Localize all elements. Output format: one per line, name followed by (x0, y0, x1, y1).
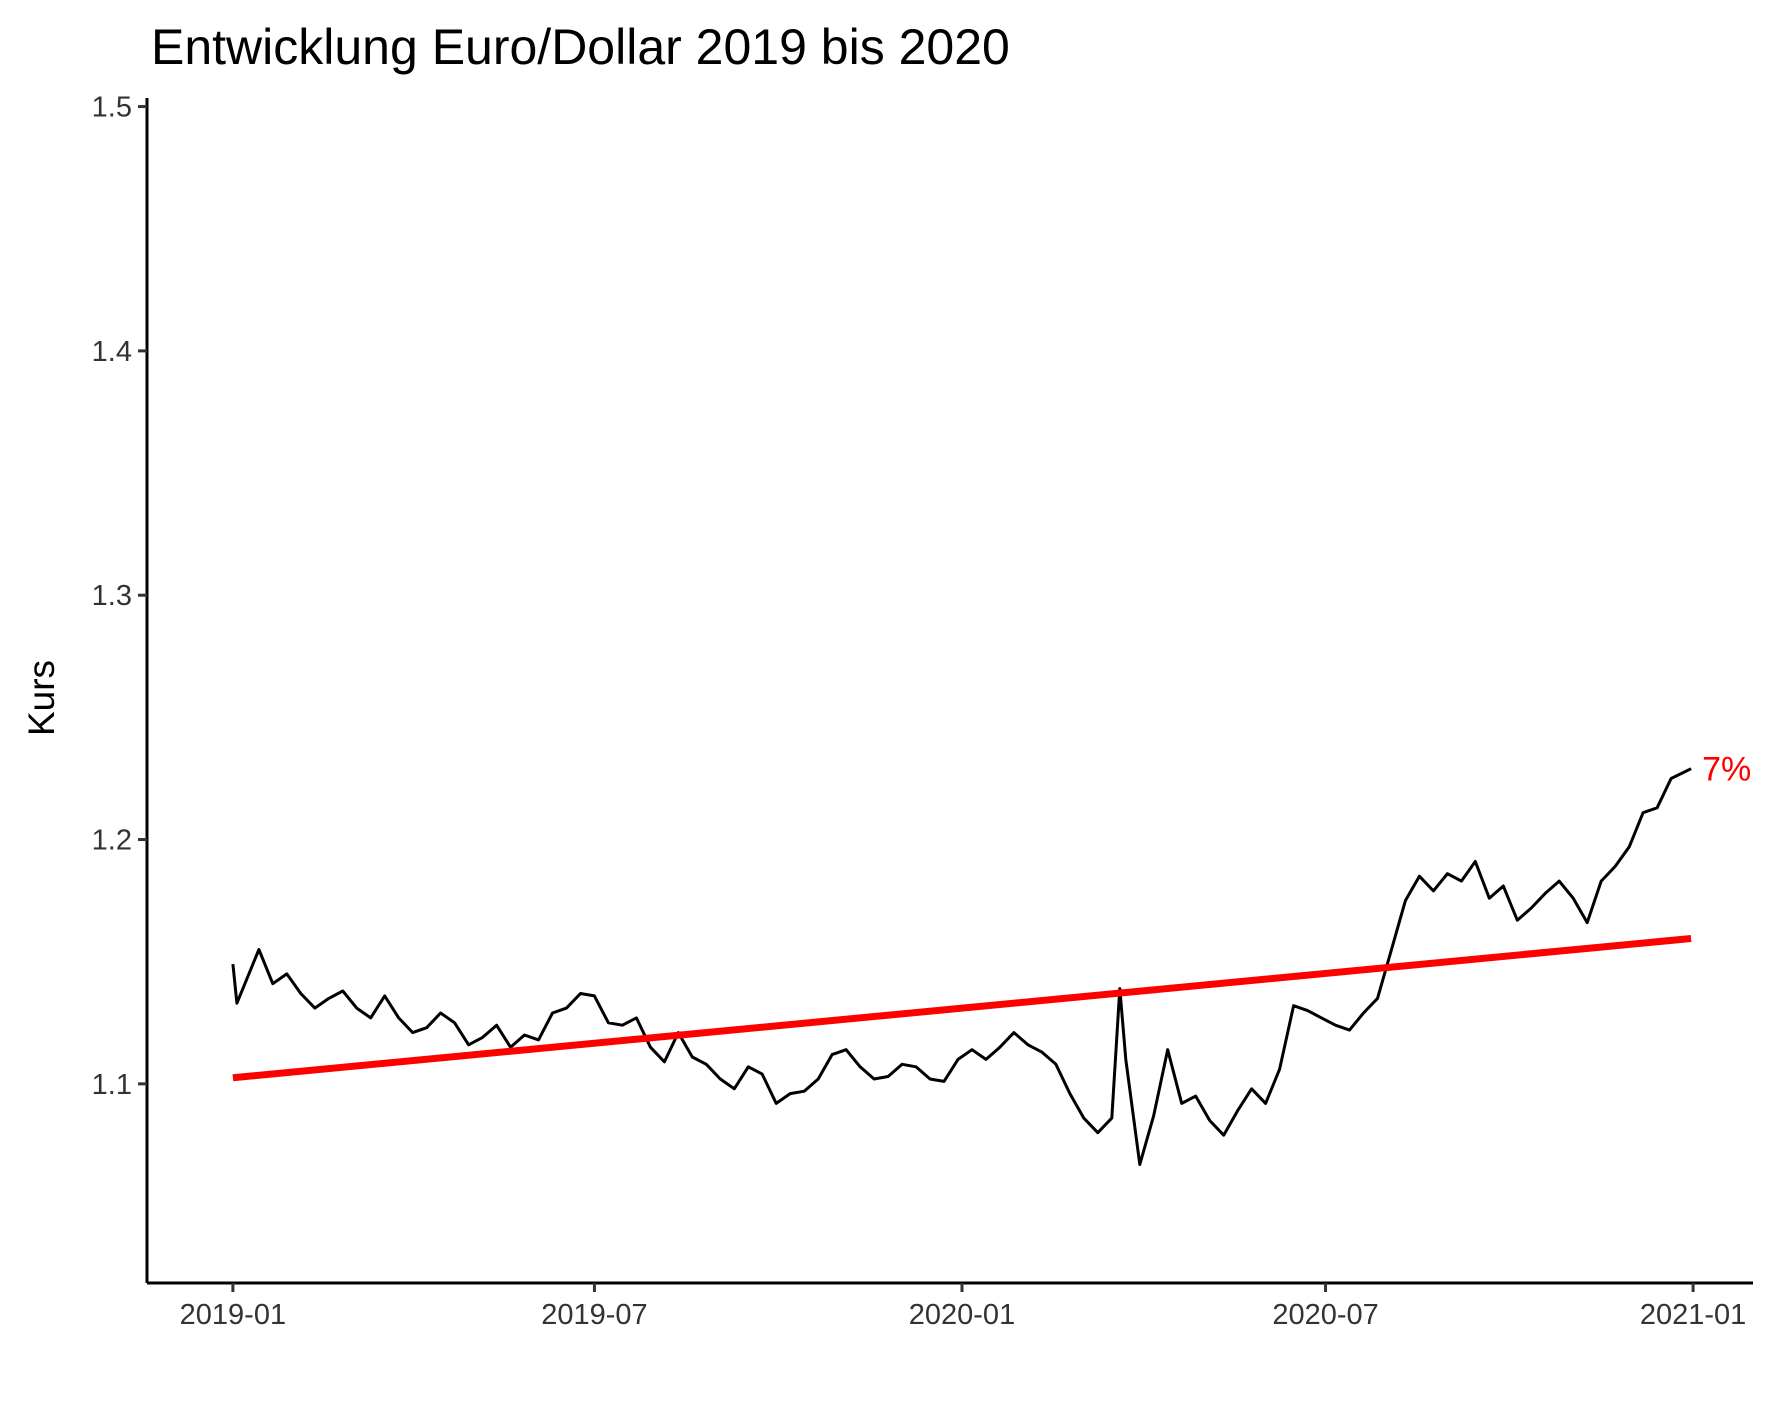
x-tick-label: 2020-01 (909, 1299, 1015, 1331)
y-tick-label: 1.3 (92, 580, 132, 612)
y-tick-label: 1.1 (92, 1069, 132, 1101)
x-tick-label: 2019-01 (180, 1299, 286, 1331)
y-tick-label: 1.2 (92, 825, 132, 857)
y-axis-title: Kurs (21, 660, 62, 736)
chart-title: Entwicklung Euro/Dollar 2019 bis 2020 (151, 19, 1010, 75)
x-tick-label: 2021-01 (1640, 1299, 1746, 1331)
plot-area (231, 767, 1692, 1166)
rate-series-line (231, 767, 1692, 1166)
y-tick-label: 1.4 (92, 336, 132, 368)
growth-annotation: 7% (1702, 751, 1751, 789)
trend-line (232, 935, 1692, 1082)
x-tick-label: 2020-07 (1272, 1299, 1378, 1331)
x-tick-label: 2019-07 (541, 1299, 647, 1331)
annotations: 7% (1702, 751, 1751, 789)
y-axis-ticks: 1.1 1.2 1.3 1.4 1.5 (92, 92, 147, 1101)
x-axis-ticks: 2019-01 2019-07 2020-01 2020-07 2021-01 (180, 1283, 1746, 1331)
y-tick-label: 1.5 (92, 92, 132, 124)
